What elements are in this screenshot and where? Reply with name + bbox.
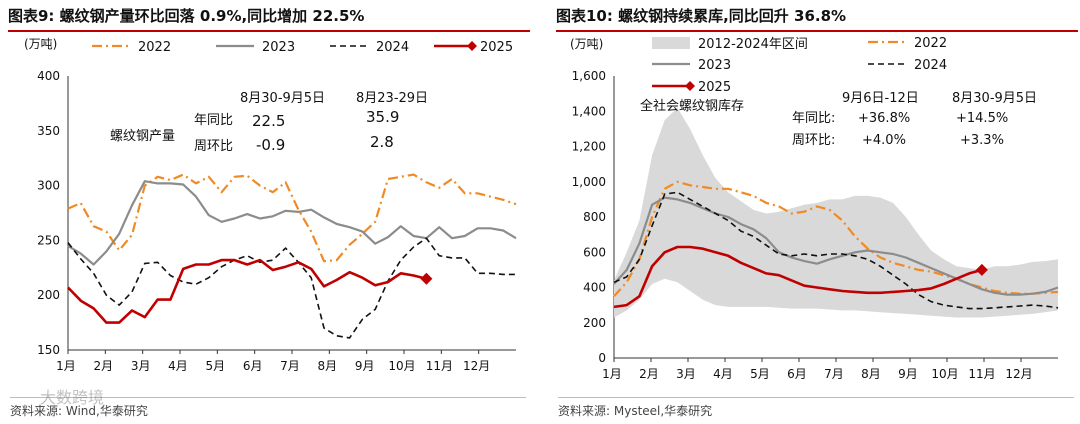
left-y-tick-label: 250 (37, 233, 60, 247)
left-x-tick-label: 6月 (243, 359, 263, 373)
right-y-tick-label: 1,600 (572, 69, 606, 83)
left-x-tick-label: 10月 (388, 359, 415, 373)
right-legend-label-2024: 2024 (914, 58, 947, 73)
left-source-note: 资料来源: Wind,华泰研究 (10, 404, 148, 418)
right-legend-label-2025: 2025 (698, 80, 731, 95)
left-anno-yoy-2: 35.9 (366, 108, 399, 126)
right-unit-label: (万吨) (570, 37, 603, 51)
left-unit-label: (万吨) (24, 37, 57, 51)
left-legend-label-2023: 2023 (262, 40, 295, 55)
right-x-tick-label: 1月 (602, 367, 622, 381)
left-series-2025-end-marker (420, 272, 433, 285)
right-x-tick-label: 11月 (968, 367, 995, 381)
right-divider (558, 397, 1074, 398)
left-legend-label-2025: 2025 (480, 40, 513, 55)
right-y-tick-label: 800 (583, 210, 606, 224)
left-x-tick-label: 5月 (206, 359, 226, 373)
left-y-tick-label: 300 (37, 179, 60, 193)
right-anno-col2: 8月30-9月5日 (952, 91, 1037, 106)
right-y-tick-label: 0 (598, 351, 606, 365)
right-y-tick-label: 200 (583, 316, 606, 330)
right-anno-row1-label: 年同比: (792, 111, 835, 126)
right-x-tick-label: 3月 (676, 367, 696, 381)
right-x-tick-label: 9月 (898, 367, 918, 381)
left-chart-panel: 图表9: 螺纹钢产量环比回落 0.9%,同比增加 22.5% (万吨) 400 35… (4, 0, 534, 424)
right-anno-row2-label: 周环比: (792, 133, 835, 148)
left-y-tick-label: 400 (37, 69, 60, 83)
left-chart-title: 图表9: 螺纹钢产量环比回落 0.9%,同比增加 22.5% (8, 4, 530, 32)
left-x-tick-label: 4月 (168, 359, 188, 373)
right-series-2022 (613, 180, 1059, 298)
left-x-tick-label: 1月 (56, 359, 76, 373)
left-x-tick-label: 3月 (131, 359, 151, 373)
left-series-2024 (67, 237, 516, 339)
right-x-tick-label: 2月 (639, 367, 659, 381)
right-x-tick-label: 7月 (824, 367, 844, 381)
left-x-tick-label: 2月 (94, 359, 114, 373)
right-legend-marker-2025 (685, 81, 695, 91)
right-chart-panel: 图表10: 螺纹钢持续累库,同比回升 36.8% (万吨) 1,600 1,400 1… (552, 0, 1080, 424)
right-series-2024 (613, 191, 1059, 310)
left-series-2023 (67, 180, 517, 266)
right-legend-swatch-band (652, 37, 690, 49)
left-anno-row2-label: 周环比 (194, 139, 233, 154)
right-series-2025 (613, 245, 983, 309)
left-anno-wow-2: 2.8 (370, 133, 394, 151)
right-legend-label-2023: 2023 (698, 58, 731, 73)
left-anno-col1: 8月30-9月5日 (240, 91, 325, 106)
left-chart-svg: (万吨) 400 350 300 250 200 150 1月 2月 3月 4月 5月 6月 7月 8月 9月… (24, 37, 517, 373)
right-y-tick-label: 400 (583, 281, 606, 295)
right-anno-yoy-2: +14.5% (956, 111, 1008, 126)
left-x-tick-label: 12月 (463, 359, 490, 373)
right-series-2025-end-marker (975, 263, 988, 276)
right-x-tick-label: 6月 (787, 367, 807, 381)
right-legend-label-band: 2012-2024年区间 (698, 37, 808, 52)
left-anno-yoy-1: 22.5 (252, 112, 285, 130)
right-x-tick-label: 12月 (1005, 367, 1032, 381)
right-anno-wow-1: +4.0% (862, 133, 906, 148)
left-divider (10, 397, 526, 398)
left-y-tick-label: 150 (37, 343, 60, 357)
right-y-tick-label: 1,000 (572, 175, 606, 189)
right-anno-col1: 9月6日-12日 (842, 91, 919, 106)
left-series-2025 (67, 258, 427, 324)
left-legend-marker-2025 (467, 41, 477, 51)
right-anno-title: 全社会螺纹钢库存 (640, 98, 744, 114)
right-source-note: 资料来源: Mysteel,华泰研究 (558, 404, 713, 418)
left-anno-col2: 8月23-29日 (356, 91, 428, 106)
left-anno-wow-1: -0.9 (256, 136, 285, 154)
left-y-tick-label: 350 (37, 124, 60, 138)
right-anno-wow-2: +3.3% (960, 133, 1004, 148)
right-series-2023 (613, 196, 1059, 296)
right-chart-svg: (万吨) 1,600 1,400 1,200 1,000 800 600 400 200 0 1月 2… (570, 36, 1059, 381)
left-legend-label-2024: 2024 (376, 40, 409, 55)
right-y-tick-label: 600 (583, 245, 606, 259)
right-y-tick-label: 1,400 (572, 104, 606, 118)
right-x-tick-label: 8月 (861, 367, 881, 381)
left-anno-title: 螺纹钢产量 (110, 129, 175, 144)
right-legend-label-2022: 2022 (914, 36, 947, 51)
left-anno-row1-label: 年同比 (194, 113, 233, 128)
left-y-tick-label: 200 (37, 288, 60, 302)
left-x-tick-label: 9月 (355, 359, 375, 373)
right-anno-yoy-1: +36.8% (858, 111, 910, 126)
watermark: 大数跨境 (40, 388, 105, 407)
right-x-tick-label: 4月 (713, 367, 733, 381)
right-y-tick-label: 1,200 (572, 140, 606, 154)
left-x-tick-label: 8月 (318, 359, 338, 373)
left-legend-label-2022: 2022 (138, 40, 171, 55)
left-x-tick-label: 11月 (426, 359, 453, 373)
right-chart-title: 图表10: 螺纹钢持续累库,同比回升 36.8% (556, 4, 1078, 32)
right-x-tick-label: 10月 (931, 367, 958, 381)
left-series-2022 (67, 173, 517, 263)
right-x-tick-label: 5月 (750, 367, 770, 381)
left-x-tick-label: 7月 (280, 359, 300, 373)
right-range-band (614, 107, 1058, 318)
